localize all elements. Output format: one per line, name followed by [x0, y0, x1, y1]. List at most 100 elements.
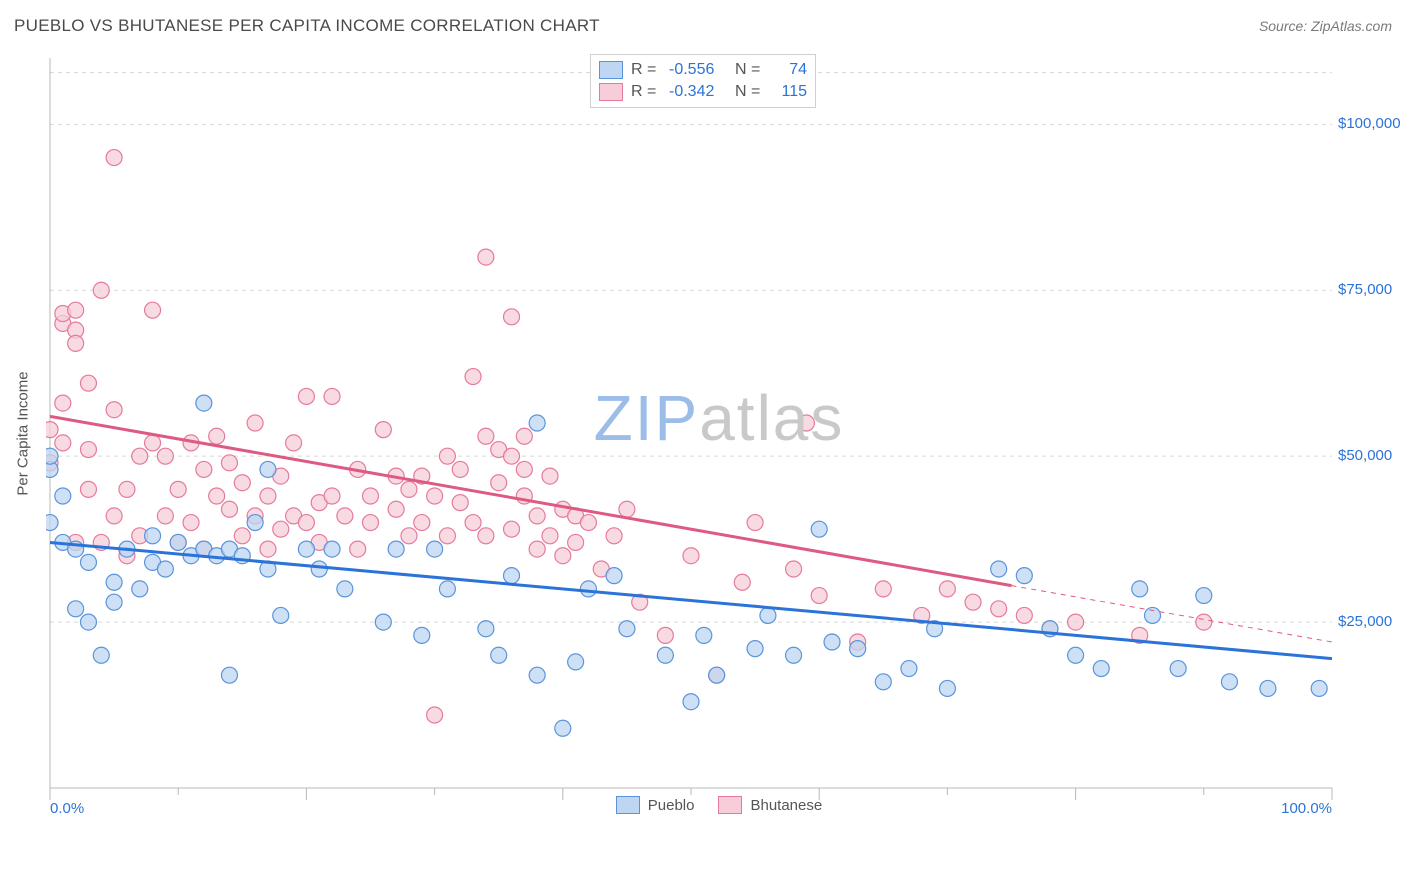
data-point	[606, 528, 622, 544]
data-point	[80, 554, 96, 570]
data-point	[414, 627, 430, 643]
data-point	[1196, 614, 1212, 630]
data-point	[991, 601, 1007, 617]
data-point	[504, 448, 520, 464]
data-point	[811, 588, 827, 604]
data-point	[709, 667, 725, 683]
data-point	[850, 641, 866, 657]
legend-label: Bhutanese	[750, 797, 822, 814]
data-point	[1068, 614, 1084, 630]
data-point	[824, 634, 840, 650]
data-point	[529, 508, 545, 524]
data-point	[1196, 588, 1212, 604]
data-point	[683, 694, 699, 710]
data-point	[786, 561, 802, 577]
data-point	[46, 515, 58, 531]
y-tick-label: $75,000	[1338, 281, 1392, 298]
data-point	[452, 461, 468, 477]
data-point	[55, 395, 71, 411]
data-point	[273, 521, 289, 537]
data-point	[747, 641, 763, 657]
data-point	[388, 541, 404, 557]
data-point	[401, 481, 417, 497]
data-point	[439, 581, 455, 597]
data-point	[747, 515, 763, 531]
data-point	[132, 448, 148, 464]
data-point	[965, 594, 981, 610]
data-point	[439, 448, 455, 464]
data-point	[157, 508, 173, 524]
data-point	[555, 720, 571, 736]
data-point	[145, 435, 161, 451]
data-point	[46, 422, 58, 438]
y-axis-label: Per Capita Income	[0, 48, 46, 818]
data-point	[875, 674, 891, 690]
data-point	[311, 561, 327, 577]
legend-item: Bhutanese	[718, 796, 822, 814]
data-point	[196, 395, 212, 411]
data-point	[465, 369, 481, 385]
stat-n-value: 74	[773, 59, 807, 81]
data-point	[491, 647, 507, 663]
series-legend: Pueblo Bhutanese	[46, 796, 1392, 814]
data-point	[734, 574, 750, 590]
data-point	[68, 302, 84, 318]
legend-label: Pueblo	[648, 797, 695, 814]
stat-row: R =-0.342N =115	[599, 81, 807, 103]
data-point	[478, 621, 494, 637]
data-point	[529, 541, 545, 557]
data-point	[221, 455, 237, 471]
data-point	[504, 521, 520, 537]
data-point	[619, 501, 635, 517]
data-point	[1221, 674, 1237, 690]
data-point	[1145, 607, 1161, 623]
data-point	[157, 448, 173, 464]
data-point	[93, 282, 109, 298]
data-point	[183, 515, 199, 531]
data-point	[786, 647, 802, 663]
data-point	[657, 627, 673, 643]
scatter-svg	[46, 48, 1392, 818]
data-point	[106, 150, 122, 166]
data-point	[478, 249, 494, 265]
data-point	[80, 614, 96, 630]
data-point	[260, 541, 276, 557]
data-point	[516, 461, 532, 477]
data-point	[875, 581, 891, 597]
stat-row: R =-0.556N =74	[599, 59, 807, 81]
data-point	[375, 614, 391, 630]
data-point	[1093, 661, 1109, 677]
data-point	[106, 508, 122, 524]
data-point	[363, 515, 379, 531]
stat-swatch	[599, 83, 623, 101]
data-point	[298, 515, 314, 531]
data-point	[337, 581, 353, 597]
data-point	[516, 428, 532, 444]
data-point	[247, 415, 263, 431]
data-point	[491, 475, 507, 491]
data-point	[119, 481, 135, 497]
data-point	[1311, 680, 1327, 696]
data-point	[46, 448, 58, 464]
data-point	[1016, 607, 1032, 623]
data-point	[619, 621, 635, 637]
data-point	[504, 568, 520, 584]
data-point	[337, 508, 353, 524]
data-point	[388, 501, 404, 517]
data-point	[414, 515, 430, 531]
data-point	[1132, 581, 1148, 597]
data-point	[234, 475, 250, 491]
data-point	[234, 528, 250, 544]
data-point	[80, 375, 96, 391]
legend-swatch	[718, 796, 742, 814]
data-point	[478, 428, 494, 444]
plot-area: ZIPatlas $25,000$50,000$75,000$100,000 0…	[46, 48, 1392, 818]
stat-swatch	[599, 61, 623, 79]
data-point	[260, 488, 276, 504]
data-point	[1016, 568, 1032, 584]
data-point	[170, 534, 186, 550]
data-point	[580, 581, 596, 597]
stat-n-value: 115	[773, 81, 807, 103]
stat-r-value: -0.342	[669, 81, 727, 103]
stat-r-value: -0.556	[669, 59, 727, 81]
